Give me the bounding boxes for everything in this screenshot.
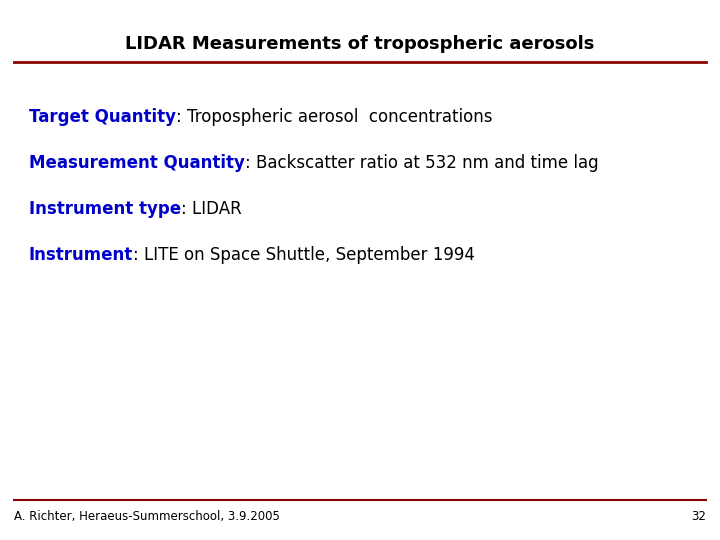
- Text: : LIDAR: : LIDAR: [181, 200, 242, 218]
- Text: Measurement Quantity: Measurement Quantity: [29, 154, 245, 172]
- Text: : Tropospheric aerosol  concentrations: : Tropospheric aerosol concentrations: [176, 108, 492, 126]
- Text: A. Richter, Heraeus-Summerschool, 3.9.2005: A. Richter, Heraeus-Summerschool, 3.9.20…: [14, 510, 280, 523]
- Text: Target Quantity: Target Quantity: [29, 108, 176, 126]
- Text: LIDAR Measurements of tropospheric aerosols: LIDAR Measurements of tropospheric aeros…: [125, 35, 595, 53]
- Text: : Backscatter ratio at 532 nm and time lag: : Backscatter ratio at 532 nm and time l…: [245, 154, 598, 172]
- Text: Instrument type: Instrument type: [29, 200, 181, 218]
- Text: Instrument: Instrument: [29, 246, 133, 264]
- Text: : LITE on Space Shuttle, September 1994: : LITE on Space Shuttle, September 1994: [133, 246, 475, 264]
- Text: 32: 32: [690, 510, 706, 523]
